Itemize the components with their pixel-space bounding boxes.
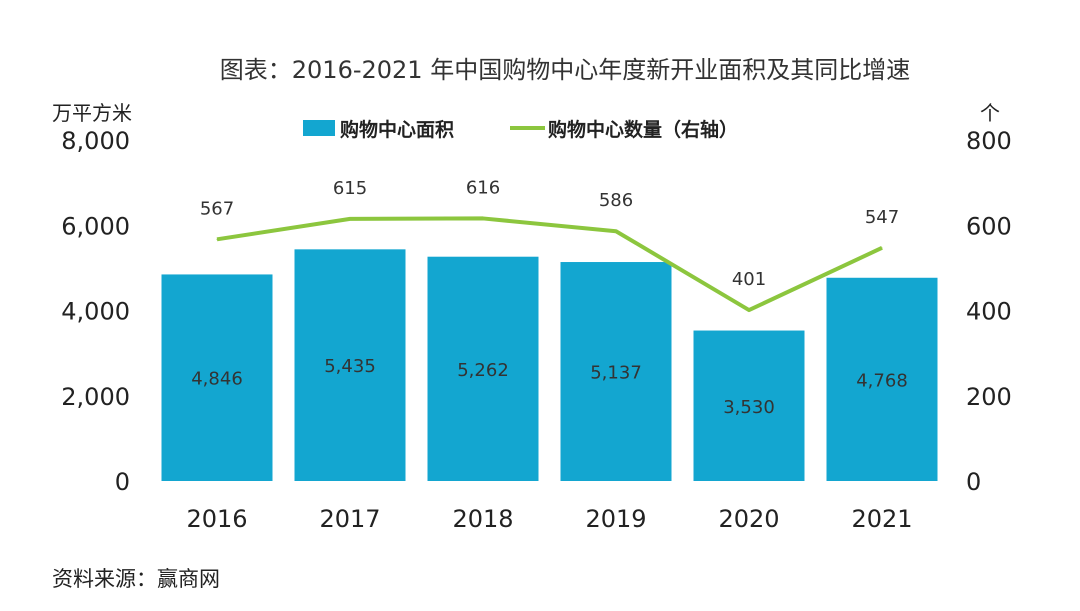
- legend-bar-label: 购物中心面积: [340, 118, 454, 141]
- x-axis-tick: 2021: [851, 505, 912, 533]
- line-point: [615, 230, 617, 232]
- legend: 购物中心面积 购物中心数量（右轴）: [303, 118, 738, 141]
- line-data-label: 567: [200, 198, 234, 219]
- line-point: [482, 217, 484, 219]
- line-point: [748, 309, 750, 311]
- left-axis-unit: 万平方米: [52, 101, 132, 125]
- bar: [826, 277, 938, 481]
- left-axis-tick: 8,000: [61, 127, 130, 155]
- line-point: [349, 218, 351, 220]
- x-axis-tick: 2018: [452, 505, 513, 533]
- legend-line-label: 购物中心数量（右轴）: [548, 118, 738, 141]
- line-data-label: 616: [466, 177, 500, 198]
- line-data-label: 615: [333, 178, 367, 199]
- bar-data-label: 3,530: [723, 397, 775, 418]
- legend-bar-swatch: [303, 120, 335, 136]
- line-data-label: 586: [599, 190, 633, 211]
- left-axis-tick: 2,000: [61, 383, 130, 411]
- line-series: [216, 216, 883, 313]
- x-axis-tick: 2016: [186, 505, 247, 533]
- right-axis-tick: 200: [966, 383, 1012, 411]
- line-data-label: 547: [865, 207, 899, 228]
- x-axis-tick: 2017: [319, 505, 380, 533]
- x-axis-tick: 2020: [718, 505, 779, 533]
- bar: [294, 249, 406, 481]
- x-axis-tick: 2019: [585, 505, 646, 533]
- line-point: [881, 247, 883, 249]
- left-axis-tick: 4,000: [61, 298, 130, 326]
- bar: [427, 256, 539, 481]
- bar-data-label: 5,262: [457, 360, 509, 381]
- source-note: 资料来源：赢商网: [52, 567, 220, 591]
- line-point: [216, 238, 218, 240]
- bar-data-label: 4,846: [191, 369, 243, 390]
- left-axis-tick: 6,000: [61, 212, 130, 240]
- bar: [693, 330, 805, 481]
- left-axis-tick: 0: [115, 468, 130, 496]
- right-axis-tick: 400: [966, 298, 1012, 326]
- bar-data-label: 5,435: [324, 356, 376, 377]
- bar: [560, 262, 672, 481]
- line-data-label: 401: [732, 269, 766, 290]
- right-axis-tick: 800: [966, 127, 1012, 155]
- right-axis-tick: 0: [966, 468, 981, 496]
- right-axis-unit: 个: [980, 101, 1000, 125]
- right-axis-tick: 600: [966, 212, 1012, 240]
- bar: [161, 274, 273, 481]
- bar-data-label: 4,768: [856, 370, 908, 391]
- chart-title: 图表：2016-2021 年中国购物中心年度新开业面积及其同比增速: [220, 56, 910, 84]
- bar-data-label: 5,137: [590, 363, 642, 384]
